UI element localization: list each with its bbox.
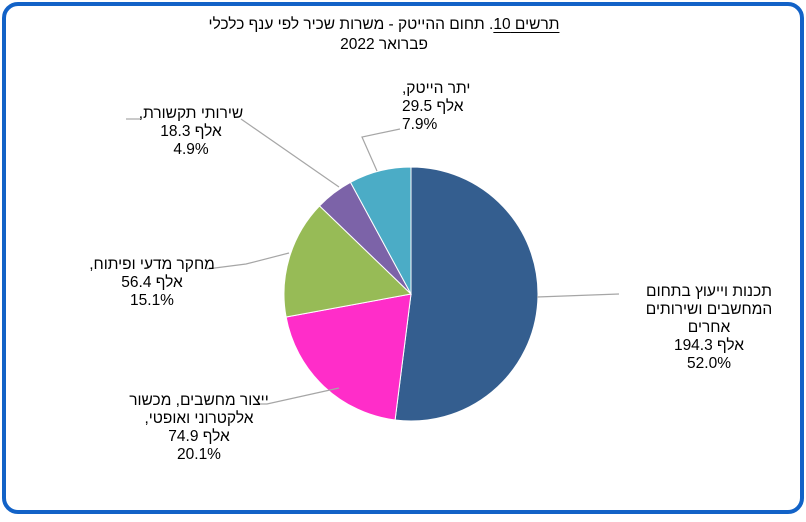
pie-data-label-line: המחשבים ושירותים [645, 301, 773, 318]
pie-data-label-line: ייצור מחשבים, מכשור [129, 392, 269, 409]
chart-subtitle-date: פברואר 2022 [340, 36, 428, 53]
leader-line-programming [536, 293, 620, 298]
pie-data-label: מחקר מדעי ופיתוח, 56.4 אלף 15.1% [89, 256, 215, 310]
pie-data-label: שירותי תקשורת, 18.3 אלף 4.9% [139, 105, 243, 159]
leader-lines [126, 118, 620, 405]
pie-data-label-line: שירותי תקשורת, [138, 105, 244, 122]
pie-data-label-line: 52.0% [687, 355, 731, 372]
leader-line-other-hightech [361, 128, 401, 172]
pie-slice [394, 166, 539, 422]
leader-line-communication [240, 118, 340, 188]
pie-data-label-line: תכנות וייעוץ בתחום [646, 283, 772, 300]
chart-number-label: תרשים 10 [493, 16, 560, 33]
pie-data-label-line: 20.1% [177, 446, 221, 463]
leader-line-research [206, 252, 290, 270]
pie-data-label-line: אחרים [687, 319, 731, 336]
chart-title-line1: תרשים 10. תחום ההייטק - משרות שכיר לפי ע… [209, 15, 560, 35]
pie-data-label-line: 4.9% [173, 141, 209, 158]
pie-data-label-line: 56.4 אלף [121, 274, 183, 291]
chart-title-text: . תחום ההייטק - משרות שכיר לפי ענף כלכלי [208, 16, 494, 33]
pie-data-label-line: 15.1% [130, 292, 174, 309]
pie-data-label-line: 7.9% [402, 116, 438, 133]
pie-data-label-line: מחקר מדעי ופיתוח, [89, 256, 215, 273]
pie-slices [283, 166, 539, 422]
leader-line-manufacturing [254, 387, 340, 405]
pie-data-label-line: אלקטרוני ואופטי, [144, 410, 254, 427]
pie-data-label-line: 74.9 אלף [168, 428, 230, 445]
chart-title: תרשים 10. תחום ההייטק - משרות שכיר לפי ע… [209, 15, 560, 55]
chart-frame: תרשים 10. תחום ההייטק - משרות שכיר לפי ע… [2, 2, 804, 514]
pie-slice [285, 293, 412, 421]
pie-chart [126, 118, 620, 422]
pie-data-label-line: יתר הייטק, [402, 80, 471, 97]
pie-data-label-line: 18.3 אלף [160, 123, 222, 140]
pie-data-label: ייצור מחשבים, מכשור אלקטרוני ואופטי, 74.9 … [129, 392, 269, 464]
pie-data-label-line: 29.5 אלף [402, 98, 464, 115]
pie-data-label-line: 194.3 אלף [673, 337, 745, 354]
pie-data-label: יתר הייטק, 29.5 אלף 7.9% [402, 80, 470, 134]
pie-slice [349, 166, 412, 295]
pie-slice [283, 205, 413, 318]
pie-data-label: תכנות וייעוץ בתחום המחשבים ושירותים אחרים 1… [646, 283, 772, 373]
